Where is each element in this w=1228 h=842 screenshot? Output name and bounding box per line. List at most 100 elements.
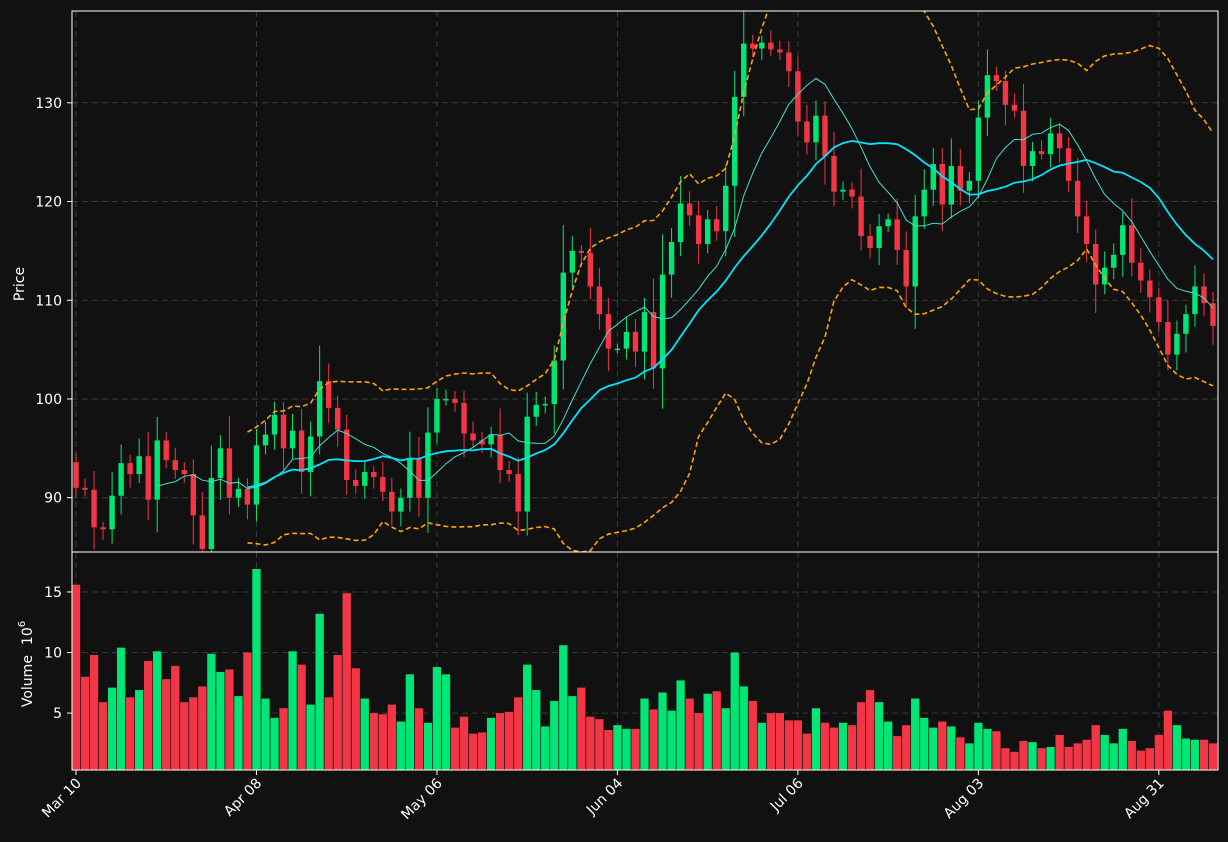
volume-bar [802,733,812,770]
candle-body [632,331,639,352]
volume-bar [775,713,785,770]
candle-body [470,433,476,441]
volume-bar [694,713,703,770]
volume-bar [315,613,324,770]
volume-bar [1064,746,1073,770]
candle-body [1138,262,1144,281]
volume-bar [622,728,631,770]
volume-bar [423,722,433,770]
candle-body [1011,104,1018,111]
candle-body [226,448,233,498]
volume-bar [441,674,451,770]
volume-bar [748,700,757,770]
volume-bar [893,736,902,770]
volume-bar [902,725,911,770]
volume-bar [604,730,613,770]
volume-bar [1181,738,1191,770]
volume-bar [721,708,730,770]
volume-bar [883,721,893,770]
candle-body [912,216,918,287]
volume-bar [450,727,460,770]
candle-body [614,348,621,351]
volume-bar [1028,742,1037,770]
volume-bar [243,652,252,770]
volume-bar [432,667,442,770]
candle-body [307,436,314,473]
volume-bar [739,686,748,770]
volume-bar [234,696,243,770]
volume-bar [1118,728,1127,770]
volume-bar [369,713,378,770]
volume-bar [550,700,559,770]
volume-bar [414,708,424,770]
volume-bar [1082,739,1091,770]
volume-tick-label: 5 [53,706,62,722]
candle-body [741,43,747,97]
candle-body [695,215,702,244]
candle-body [1129,225,1135,263]
price-tick-label: 110 [35,293,62,309]
volume-bar [829,727,839,770]
candle-body [596,286,603,315]
volume-bar [532,690,541,770]
volume-bar [956,737,965,770]
candle-body [506,470,512,475]
volume-bar [793,720,803,770]
volume-bar [207,653,216,770]
volume-bar [459,716,469,770]
volume-bar [468,733,478,770]
volume-bar [189,697,198,770]
candle-body [217,448,224,478]
volume-bar [856,702,866,770]
candle-body [813,115,819,143]
volume-bar [153,651,162,770]
candle-body [569,250,576,273]
price-axis-ticks: 90 100 110 120 130 [35,96,72,507]
volume-panel-frame [71,551,1219,771]
candle-body [1056,133,1063,149]
volume-bar [144,661,153,770]
volume-bar [929,727,938,770]
indicator-overlays [157,11,1214,552]
volume-bar [1073,743,1082,770]
candle-body [163,440,169,461]
volume-bar [288,651,297,770]
volume-bar [1100,734,1109,770]
candle-body [91,489,97,528]
candle-body [181,470,187,475]
volume-bar [685,698,694,770]
candle-body [325,381,332,408]
volume-bar [171,665,180,770]
candle-body [677,203,684,243]
candle-body [551,360,557,404]
candle-body [199,515,206,550]
volume-bar [1109,743,1118,770]
candle-body [1147,280,1153,298]
candle-body [425,432,431,498]
volume-bar [405,674,415,770]
candle-body [732,96,738,186]
volume-bar [712,691,721,770]
volume-bar [116,647,126,770]
volume-bar [387,704,396,770]
candle-body [1183,314,1189,334]
volume-bar [378,714,387,770]
candle-body [894,219,900,250]
volume-tick-label: 15 [44,585,62,601]
candle-body [957,165,964,191]
volume-bar [847,725,857,770]
price-tick-label: 100 [35,392,62,408]
candle-body [713,219,720,232]
volume-bar [486,717,496,770]
candle-body [82,487,88,490]
volume-axis-label: Volume 106 [17,621,36,707]
candle-body [461,402,467,434]
volume-bar [216,671,225,770]
candle-body [1120,225,1126,255]
candle-body [452,398,458,403]
volume-bar [1055,734,1064,770]
volume-bar [1208,743,1218,770]
candle-body [289,430,296,449]
